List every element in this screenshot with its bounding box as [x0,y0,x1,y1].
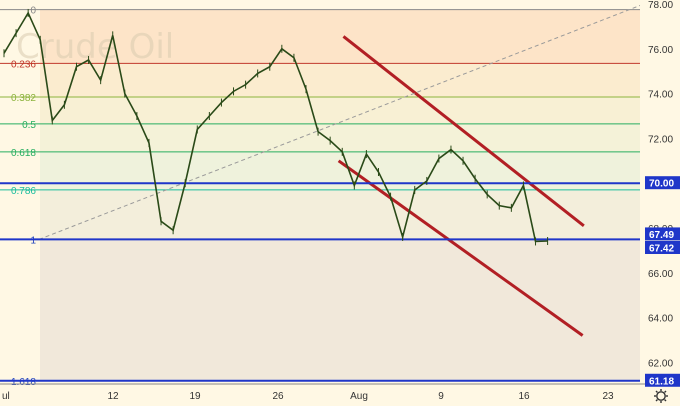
fib-label-0.5: 0.5 [22,120,36,131]
price-tag: 70.00 [645,176,680,190]
price-tag: 67.49 [645,227,680,241]
y-tick-label: 72.00 [648,134,673,145]
price-tag-label: 67.42 [649,243,674,254]
price-line [3,11,548,243]
fib-labels: 0 0.236 0.382 0.5 0.618 0.786 1 1.618 [11,6,36,388]
x-tick-label: 19 [189,391,201,402]
price-tag-box [645,373,680,387]
fib-label-0.236: 0.236 [11,59,36,70]
x-tick-label: 9 [438,391,444,402]
fib-label-1.618: 1.618 [11,377,36,388]
x-tick-label: 23 [602,391,614,402]
fib-band-0.382 [40,96,640,124]
y-tick-label: 74.00 [648,90,673,101]
price-tag-label: 67.49 [649,230,674,241]
y-tick-label: 62.00 [648,358,673,369]
x-tick-label: 12 [107,391,119,402]
fib-band-0.5 [40,123,640,152]
fib-label-0.382: 0.382 [11,93,36,104]
x-tick-label: ul [2,391,10,402]
price-tag-box [645,240,680,254]
fib-label-0.786: 0.786 [11,186,36,197]
price-series [3,8,549,246]
fib-band-1 [40,239,640,381]
price-tag-box [645,227,680,241]
fib-band-0.236 [40,63,640,97]
y-tick-label: 76.00 [648,45,673,56]
fib-band-0.618 [40,151,640,190]
y-axis: 78.0076.0074.0072.0070.0068.0066.0064.00… [640,0,680,406]
gear-icon [656,391,666,401]
x-tick-label: 16 [518,391,530,402]
price-tag-label: 61.18 [649,376,674,387]
fib-label-0.618: 0.618 [11,148,36,159]
channel-upper [342,35,585,227]
y-tick-label: 78.00 [648,0,673,11]
fib-band-0 [40,9,640,64]
fib-diagonal [38,2,647,240]
price-tags: 70.00 67.49 67.42 61.18 [645,176,680,387]
y-tick-label: 64.00 [648,314,673,325]
fib-label-1: 1 [30,235,36,246]
watermark: Crude Oil [16,27,174,67]
y-tick-label: 66.00 [648,269,673,280]
price-tag-box [645,176,680,190]
drawing-tools [0,2,647,382]
fib-label-0: 0 [30,6,36,17]
x-tick-label: 26 [272,391,284,402]
price-tag-label: 70.00 [649,179,674,190]
fib-band-0.786 [40,189,640,240]
y-axis-strip [640,0,680,406]
x-axis: ul 12 19 26 Aug 9 16 23 [0,383,680,402]
x-tick-label: Aug [350,391,368,402]
price-tag: 67.42 [645,240,680,254]
settings-button[interactable] [654,389,668,403]
price-tag: 61.18 [645,373,680,387]
channel-lower [337,159,584,337]
